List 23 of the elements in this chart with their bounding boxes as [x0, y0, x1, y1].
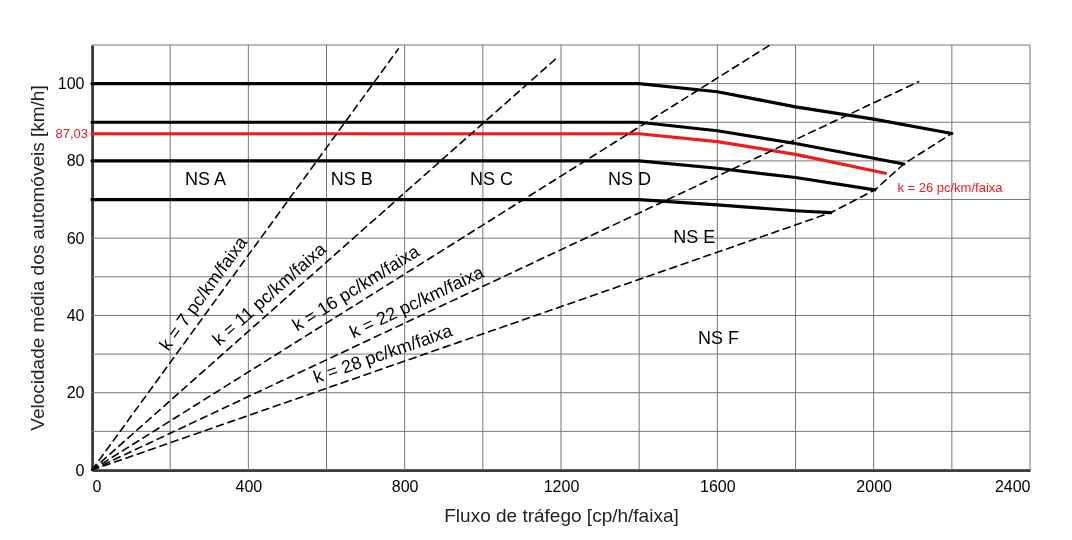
x-tick-label: 400 — [235, 477, 263, 495]
y-tick-label: 60 — [66, 229, 85, 247]
annotation: NS D — [607, 169, 651, 190]
x-tick-label: 2000 — [856, 477, 893, 495]
annotation: NS A — [184, 169, 227, 190]
y-tick-label: 100 — [57, 75, 85, 93]
x-tick-label: 0 — [92, 477, 102, 495]
y-tick-label: 20 — [66, 384, 85, 402]
annotation: NS E — [673, 227, 716, 248]
annotation: NS B — [330, 169, 373, 190]
annotation: NS C — [470, 169, 514, 190]
x-tick-label: 2400 — [994, 477, 1031, 495]
annotation: NS F — [698, 327, 740, 348]
y-tick-label: 40 — [66, 306, 85, 324]
x-tick-label: 1200 — [543, 477, 580, 495]
series-label: k = 26 pc/km/faixa — [897, 180, 1004, 196]
y-tick-label: 0 — [75, 461, 85, 479]
x-axis-title: Fluxo de tráfego [cp/h/faixa] — [444, 504, 679, 526]
y-axis-title: Velocidade média dos automóveis [km/h] — [26, 85, 48, 431]
x-tick-label: 1600 — [700, 477, 736, 495]
x-tick-label: 800 — [391, 477, 419, 495]
y-tick-label: 80 — [66, 152, 85, 170]
annotation: 87,03 — [55, 125, 88, 141]
